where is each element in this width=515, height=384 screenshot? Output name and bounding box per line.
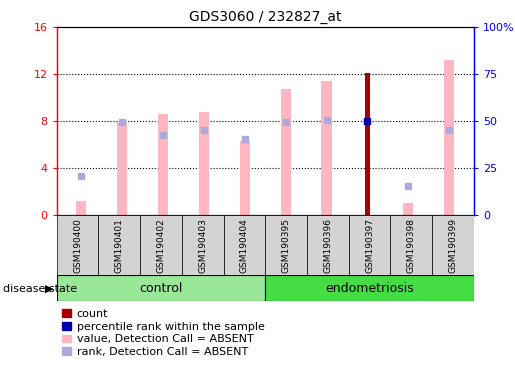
Text: GSM190396: GSM190396 bbox=[323, 218, 332, 273]
Bar bbox=[182, 215, 224, 275]
Bar bbox=[224, 215, 265, 275]
Bar bbox=[57, 215, 98, 275]
Text: GSM190401: GSM190401 bbox=[115, 218, 124, 273]
Title: GDS3060 / 232827_at: GDS3060 / 232827_at bbox=[189, 10, 341, 25]
Bar bbox=[140, 215, 182, 275]
Bar bbox=[403, 203, 414, 215]
Bar bbox=[57, 275, 265, 301]
Text: ▶: ▶ bbox=[44, 284, 53, 294]
Text: GSM190400: GSM190400 bbox=[73, 218, 82, 273]
Bar bbox=[265, 215, 307, 275]
Bar bbox=[158, 114, 168, 215]
Text: control: control bbox=[139, 281, 183, 295]
Bar bbox=[76, 201, 87, 215]
Bar bbox=[281, 89, 291, 215]
Bar bbox=[390, 215, 432, 275]
Text: GSM190399: GSM190399 bbox=[449, 218, 457, 273]
Text: GSM190397: GSM190397 bbox=[365, 218, 374, 273]
Bar bbox=[365, 73, 370, 215]
Legend: count, percentile rank within the sample, value, Detection Call = ABSENT, rank, : count, percentile rank within the sample… bbox=[62, 309, 265, 357]
Text: GSM190402: GSM190402 bbox=[157, 218, 165, 273]
Text: GSM190404: GSM190404 bbox=[240, 218, 249, 273]
Text: GSM190403: GSM190403 bbox=[198, 218, 207, 273]
Bar bbox=[239, 141, 250, 215]
Bar bbox=[432, 215, 474, 275]
Bar bbox=[199, 112, 209, 215]
Bar bbox=[444, 60, 454, 215]
Bar bbox=[98, 215, 140, 275]
Text: GSM190398: GSM190398 bbox=[407, 218, 416, 273]
Text: endometriosis: endometriosis bbox=[325, 281, 414, 295]
Bar bbox=[307, 215, 349, 275]
Bar bbox=[321, 81, 332, 215]
Bar bbox=[349, 215, 390, 275]
Text: GSM190395: GSM190395 bbox=[282, 218, 290, 273]
Bar bbox=[265, 275, 474, 301]
Text: disease state: disease state bbox=[3, 284, 77, 294]
Bar bbox=[117, 122, 127, 215]
